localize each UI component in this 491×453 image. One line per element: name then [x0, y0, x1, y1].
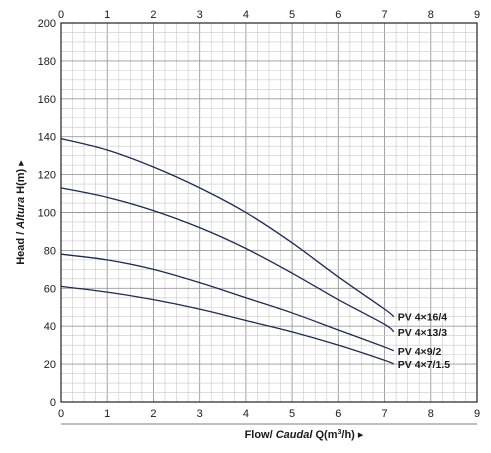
x-tick-label-top: 0	[58, 9, 64, 21]
x-tick-label-top: 6	[335, 9, 341, 21]
x-tick-label-top: 3	[197, 9, 203, 21]
y-tick-label: 20	[44, 359, 56, 371]
x-tick-label-bottom: 3	[197, 408, 203, 420]
x-axis-title: Flow/ Caudal Q(m3/h) ▸	[245, 429, 364, 441]
x-title-part-3: Q(m	[312, 429, 337, 441]
x-tick-label-top: 2	[150, 9, 156, 21]
y-title-part-3: H(m) ▸	[15, 160, 27, 197]
y-tick-label: 140	[38, 132, 56, 144]
y-title-part-1: Head /	[15, 229, 27, 265]
y-tick-label: 100	[38, 208, 56, 220]
series-label-1: PV 4×16/4	[398, 312, 447, 324]
x-title-superscript: 3	[337, 429, 341, 436]
series-line-1	[60, 137, 395, 318]
x-tick-label-bottom: 1	[104, 408, 110, 420]
series-layer	[60, 137, 395, 365]
x-tick-label-top: 8	[428, 9, 434, 21]
y-title-part-2: Altura	[15, 197, 27, 230]
series-line-4	[60, 285, 395, 365]
x-tick-label-bottom: 0	[58, 408, 64, 420]
x-tick-label-top: 9	[474, 9, 480, 21]
y-tick-label: 120	[38, 170, 56, 182]
plot-frame	[60, 22, 478, 403]
x-tick-label-top: 5	[289, 9, 295, 21]
series-label-3: PV 4×9/2	[398, 346, 442, 358]
y-tick-label: 180	[38, 56, 56, 68]
y-tick-label: 60	[44, 283, 56, 295]
y-tick-label: 40	[44, 321, 56, 333]
grid-layer	[61, 23, 477, 402]
x-tick-label-bottom: 2	[150, 408, 156, 420]
y-tick-label: 80	[44, 245, 56, 257]
x-tick-label-bottom: 6	[335, 408, 341, 420]
x-tick-label-top: 1	[104, 9, 110, 21]
y-tick-label: 0	[50, 397, 56, 409]
x-tick-label-bottom: 5	[289, 408, 295, 420]
x-tick-label-bottom: 9	[474, 408, 480, 420]
x-tick-label-top: 7	[381, 9, 387, 21]
series-line-3	[60, 253, 395, 352]
series-labels-layer: PV 4×16/4 PV 4×13/3 PV 4×9/2PV 4×7/1.5	[398, 312, 450, 371]
y-axis-title: Head / Altura H(m) ▸	[15, 160, 27, 265]
y-tick-label: 200	[38, 18, 56, 30]
x-title-part-1: Flow/	[245, 429, 276, 441]
x-tick-label-bottom: 4	[243, 408, 249, 420]
y-tick-label: 160	[38, 94, 56, 106]
x-tick-label-bottom: 8	[428, 408, 434, 420]
series-line-2	[60, 187, 395, 333]
series-label-2: PV 4×13/3	[398, 327, 447, 339]
x-title-part-2: Caudal	[276, 429, 314, 441]
series-label-4: PV 4×7/1.5	[398, 359, 450, 371]
ticks-layer: 0011223344556677889902040608010012014016…	[38, 9, 480, 420]
x-tick-label-bottom: 7	[381, 408, 387, 420]
x-title-part-5: /h) ▸	[341, 429, 363, 441]
x-tick-label-top: 4	[243, 9, 249, 21]
